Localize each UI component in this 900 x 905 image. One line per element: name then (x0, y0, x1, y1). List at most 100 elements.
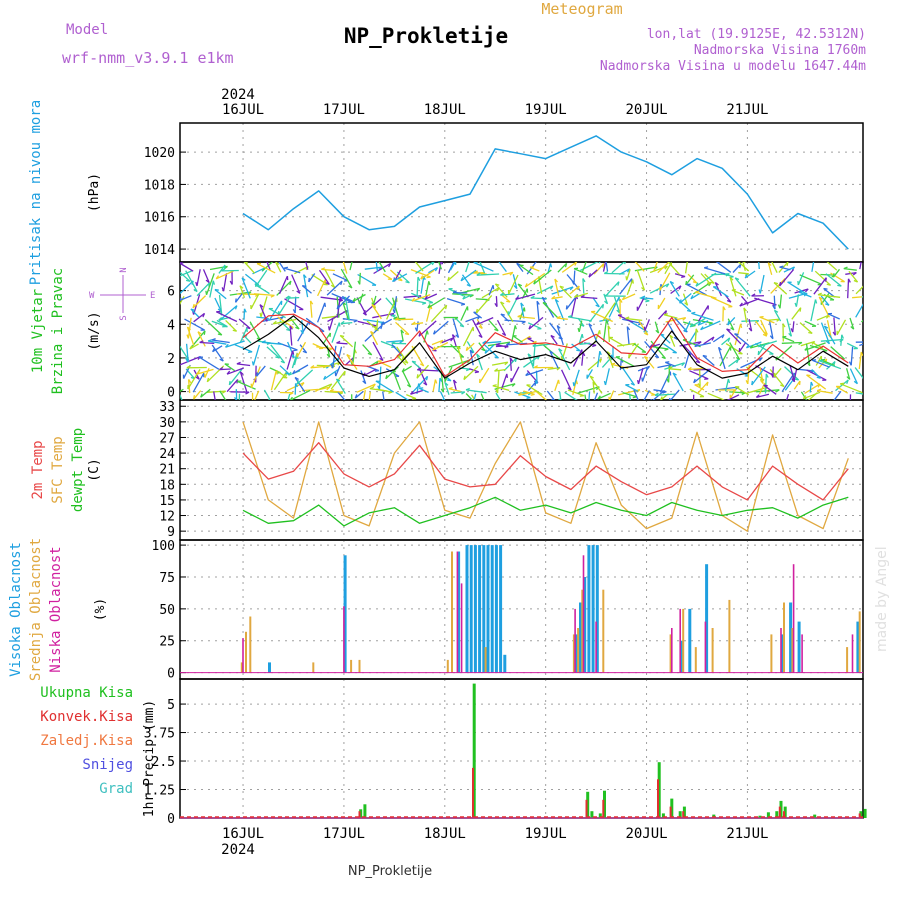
wind-arrow (782, 343, 802, 344)
wind-arrow (855, 368, 867, 384)
unit-temp: (C) (87, 458, 102, 481)
wind-arrow-head (578, 328, 579, 332)
wind-arrow (512, 325, 516, 342)
cloud-bar (268, 662, 271, 672)
wind-arrow (525, 273, 544, 287)
wind-arrow-head (493, 285, 494, 289)
ytick-label-temp: 18 (159, 478, 175, 493)
wind-arrow (350, 248, 356, 270)
wind-arrow-head (225, 265, 226, 269)
wind-arrow (684, 345, 700, 362)
wind-arrow-head (248, 352, 252, 353)
wind-arrow-head (633, 280, 634, 284)
wind-arrow (856, 393, 875, 396)
wind-arrow (461, 306, 468, 320)
wind-arrow-head (475, 372, 479, 373)
wind-arrow-head (664, 314, 668, 315)
wind-arrow-head (257, 372, 258, 376)
wind-arrow (713, 335, 724, 342)
wind-arrow (417, 277, 418, 296)
wind-arrow-head (819, 360, 823, 361)
wind-arrow-head (871, 396, 875, 397)
wind-arrow (447, 299, 465, 305)
wind-arrow-head (237, 409, 239, 413)
wind-arrow-head (367, 401, 369, 405)
compass-s: S (119, 315, 129, 320)
ytick-label-pressure: 1016 (144, 211, 175, 226)
wind-arrow (236, 294, 243, 303)
wind-arrow-head (293, 351, 294, 355)
wind-arrow (730, 277, 736, 296)
wind-arrow (244, 262, 254, 274)
wind-arrow (852, 296, 867, 297)
wind-arrow (509, 275, 518, 294)
wind-arrow-head (524, 308, 525, 312)
wind-arrow (395, 319, 413, 320)
wind-arrow (782, 337, 794, 342)
wind-arrow-head (816, 300, 817, 304)
wind-arrow (704, 268, 725, 274)
wind-arrow (800, 275, 822, 284)
wind-arrow (801, 392, 810, 406)
wind-arrow (240, 372, 246, 392)
wind-arrow-head (665, 349, 669, 350)
wind-arrow (766, 374, 767, 394)
wind-arrow (406, 395, 416, 399)
wind-arrow (434, 321, 449, 334)
wind-arrow-head (481, 413, 485, 415)
wind-arrow-head (833, 273, 834, 277)
cloud-bar (249, 617, 251, 673)
wind-arrow-head (605, 254, 607, 257)
wind-arrow-head (276, 258, 277, 262)
wind-arrow-head (629, 402, 631, 405)
wind-arrow (604, 320, 607, 342)
wind-arrow-head (194, 395, 195, 399)
wind-arrow (529, 317, 543, 329)
wind-arrow (686, 256, 689, 274)
precip-bar (779, 807, 781, 818)
wind-arrow (294, 267, 308, 274)
wind-arrow (859, 352, 861, 369)
cloud-bar (583, 555, 585, 672)
precip-bar (602, 800, 604, 818)
wind-arrow (180, 281, 193, 294)
wind-arrow-head (588, 257, 589, 261)
wind-arrow-head (383, 403, 385, 406)
wind-arrow (851, 347, 852, 366)
wind-arrow-head (273, 253, 277, 255)
station-title: NP_Prokletije (344, 24, 508, 48)
wind-arrow (481, 394, 485, 404)
wind-arrow-head (482, 401, 485, 404)
label-wind-1: Brzina i Pravac (50, 268, 66, 394)
wind-arrow (780, 269, 794, 286)
ytick-label-precip: 5 (167, 698, 175, 713)
label-temp-1: SFC Temp (50, 436, 66, 503)
compass-e: E (150, 291, 155, 301)
wind-arrow (557, 326, 563, 345)
wind-arrow-head (437, 257, 440, 260)
frame-cloud (180, 540, 863, 679)
wind-arrow-head (666, 259, 670, 260)
wind-arrow (664, 315, 677, 318)
wind-arrow (841, 335, 842, 346)
wind-arrow-head (681, 277, 685, 278)
wind-arrow (402, 371, 410, 388)
wind-arrow (439, 378, 440, 392)
wind-arrow-head (807, 404, 811, 406)
wind-arrow (393, 369, 401, 389)
cloud-bar (712, 628, 714, 673)
day-label-bottom: 17JUL (323, 826, 365, 842)
wind-arrow-head (236, 299, 237, 303)
wind-arrow-head (576, 380, 577, 384)
wind-arrow (200, 343, 215, 344)
label-wind-0: 10m Vjetar (30, 289, 46, 373)
wind-arrow (250, 391, 259, 411)
wind-arrow-head (817, 389, 821, 390)
wind-arrow (239, 394, 240, 413)
wind-arrow (256, 270, 267, 286)
wind-arrow-head (826, 278, 827, 282)
wind-arrow (369, 392, 371, 405)
wind-arrow-head (603, 304, 604, 308)
